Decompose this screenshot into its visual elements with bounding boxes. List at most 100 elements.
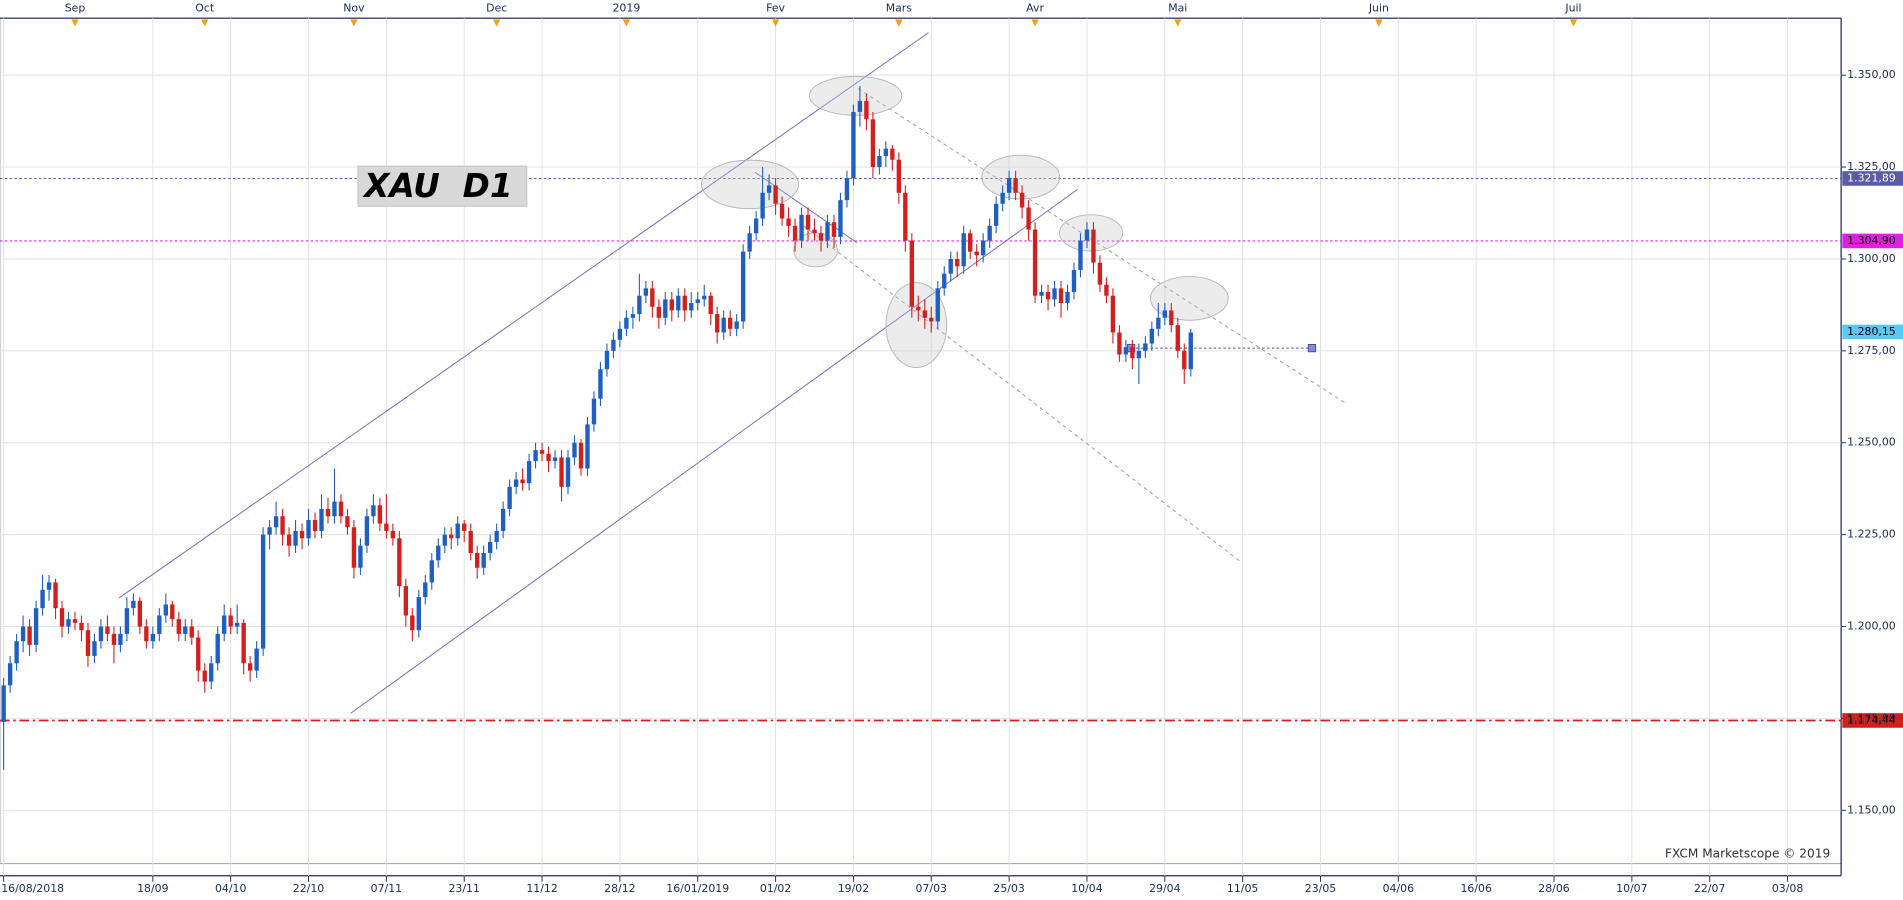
candle-body (475, 553, 480, 568)
candle-body (124, 608, 130, 634)
candle-body (59, 608, 65, 627)
candle-body (747, 233, 752, 252)
candle-body (1045, 292, 1051, 300)
candle-body (351, 527, 357, 568)
candle-body (442, 534, 447, 546)
month-label: Mars (886, 1, 913, 14)
candle-body (857, 100, 863, 112)
candle-body (689, 303, 694, 311)
month-marker (1174, 19, 1182, 27)
month-marker (350, 19, 358, 27)
month-label: Oct (195, 1, 215, 14)
candle-body (708, 295, 713, 315)
candle-body (961, 233, 966, 267)
candle-body (118, 633, 123, 645)
candle-body (1078, 240, 1083, 270)
candle-body (85, 630, 91, 656)
month-marker (1569, 19, 1578, 27)
candle-body (1188, 332, 1193, 370)
chart-title: XAU D1 (362, 167, 513, 205)
month-marker (622, 19, 631, 27)
candle-body (572, 442, 577, 458)
candle-body (805, 214, 811, 230)
x-tick-label: 04/06 (1383, 882, 1415, 895)
candle-body (157, 615, 162, 634)
handle (1307, 343, 1317, 353)
candle-body (196, 637, 201, 671)
candle-body (773, 185, 778, 204)
x-tick-label: 10/07 (1616, 882, 1647, 895)
x-tick-label: 25/03 (993, 882, 1025, 895)
candle-body (384, 523, 389, 531)
candle-body (1084, 229, 1090, 241)
candle-body (92, 641, 97, 656)
candle-body (922, 310, 927, 318)
candle-body (72, 619, 78, 623)
x-tick-label: 22/10 (293, 882, 325, 895)
trend-line (118, 32, 929, 599)
level-tag (1842, 171, 1903, 186)
candle-body (1169, 310, 1174, 326)
candle-body (786, 218, 791, 226)
candle-body (423, 582, 428, 598)
candle-body (222, 615, 227, 634)
candle-body (916, 306, 921, 311)
x-tick-label: 29/04 (1149, 882, 1181, 895)
candle-body (494, 530, 499, 542)
candle-body (1104, 284, 1109, 296)
credit: FXCM Marketscope © 2019 (1665, 846, 1830, 860)
highlight (885, 282, 948, 369)
x-tick-label: 10/04 (1071, 882, 1103, 895)
candle-body (734, 321, 739, 329)
candle-body (176, 619, 181, 634)
candle-body (838, 200, 843, 237)
candle-body (974, 251, 979, 256)
month-label: Juin (1368, 1, 1389, 14)
candle-body (234, 622, 240, 627)
candle-body (520, 479, 525, 484)
x-tick-label: 28/12 (604, 882, 635, 895)
candle-body (1149, 328, 1155, 344)
candle-body (663, 299, 668, 318)
candle-body (1091, 229, 1096, 263)
candle-body (578, 442, 584, 469)
candle-body (338, 501, 344, 517)
candle-body (33, 608, 39, 645)
candle-body (254, 648, 259, 671)
month-marker (493, 19, 501, 27)
candle-body (98, 626, 104, 642)
candle-body (980, 240, 986, 256)
candle-body (870, 119, 876, 168)
candle-body (215, 633, 220, 664)
candle-body (993, 203, 999, 226)
y-tick-label: 1.150,00 (1847, 803, 1896, 816)
y-tick-label: 1.200,00 (1847, 620, 1896, 633)
title-box (357, 165, 528, 207)
candle-body (416, 597, 421, 631)
candle-body (779, 203, 785, 219)
y-tick-label: 1.325,00 (1847, 160, 1896, 173)
candle-body (202, 670, 207, 682)
candle-body (702, 295, 707, 300)
candle-body (1110, 295, 1116, 333)
highlight (981, 154, 1061, 200)
x-tick-label: 16/06 (1460, 882, 1492, 895)
highlight (809, 75, 903, 116)
candle-body (183, 626, 188, 634)
candle-body (14, 641, 19, 664)
candle-body (500, 508, 506, 531)
candle-body (1006, 178, 1012, 193)
candle-body (721, 317, 726, 333)
candle-body (611, 339, 616, 351)
candle-body (766, 185, 772, 193)
candle-body (942, 273, 947, 289)
candle-body (286, 534, 292, 546)
candle-body (513, 479, 519, 487)
candle-body (617, 328, 623, 340)
y-tick-label: 1.250,00 (1847, 436, 1896, 449)
candle-body (624, 317, 629, 329)
candle-body (27, 626, 32, 645)
candle-body (455, 523, 460, 539)
candle-body (890, 148, 895, 160)
